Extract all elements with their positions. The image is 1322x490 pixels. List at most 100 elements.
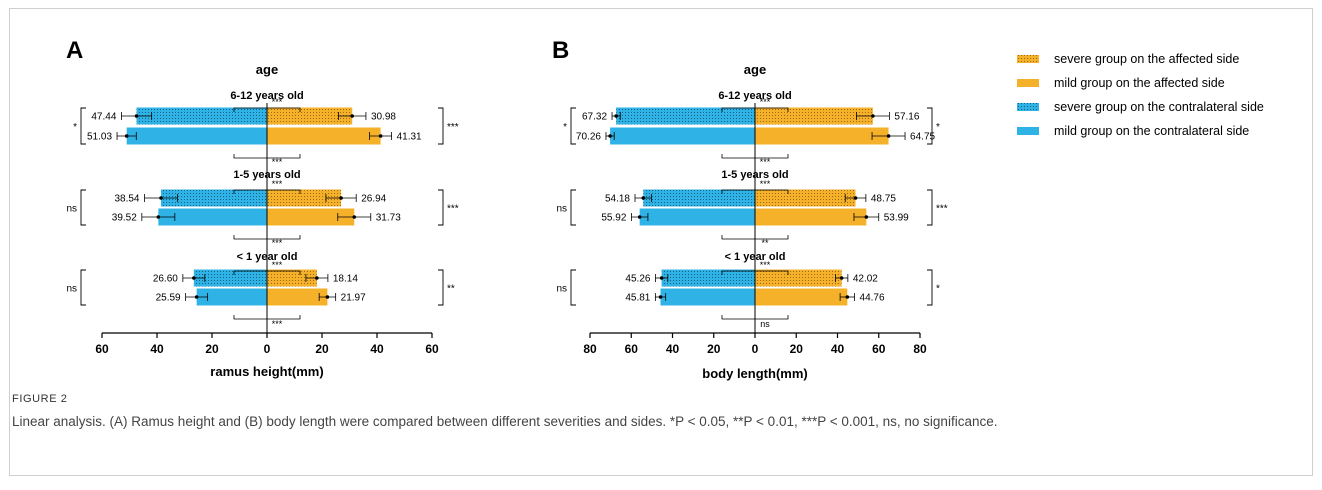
significance-label: *** [272, 179, 283, 189]
mean-point [659, 276, 664, 280]
x-tick-label: 20 [205, 342, 219, 356]
data-label: 67.32 [582, 112, 607, 123]
data-label: 41.31 [397, 132, 422, 143]
mean-point [853, 196, 858, 200]
data-label: 45.26 [625, 274, 650, 285]
mean-point [352, 215, 357, 219]
figure-caption: FIGURE 2 Linear analysis. (A) Ramus heig… [12, 393, 1307, 432]
mild-contralateral-bar [126, 127, 267, 145]
affected-significance: * [936, 122, 940, 133]
significance-label: *** [760, 260, 771, 270]
mean-point [124, 134, 129, 138]
data-label: 18.14 [333, 274, 358, 285]
severe-affected-bar [267, 269, 317, 287]
mean-point [159, 196, 163, 200]
significance-label: ** [761, 238, 769, 248]
mean-point [845, 295, 850, 299]
x-tick-label: 0 [264, 342, 271, 356]
panel-letter: A [66, 37, 83, 64]
affected-significance: *** [447, 204, 459, 215]
data-label: 70.26 [576, 132, 601, 143]
severe-contralateral-bar [661, 269, 755, 287]
x-tick-label: 40 [831, 342, 845, 356]
legend-swatch [1017, 79, 1039, 87]
mean-point [325, 295, 330, 299]
contralateral-bracket [80, 107, 86, 145]
affected-bracket [438, 269, 444, 306]
mild-affected-bar [267, 288, 328, 306]
data-label: 64.75 [910, 132, 935, 143]
affected-significance: *** [447, 122, 459, 133]
affected-bracket [438, 189, 444, 226]
data-label: 38.54 [114, 194, 139, 205]
legend-label: mild group on the affected side [1054, 76, 1225, 90]
data-label: 55.92 [601, 213, 626, 224]
severe-contralateral-bar [643, 189, 755, 207]
severe-affected-bar [755, 189, 856, 207]
severe-affected-bar [755, 269, 842, 287]
data-label: 26.94 [361, 194, 386, 205]
severe-affected-bar [755, 107, 873, 125]
mild-affected-bar [267, 208, 355, 226]
contralateral-bracket [570, 189, 576, 226]
affected-significance: * [936, 284, 940, 295]
x-tick-label: 60 [872, 342, 886, 356]
mean-point [641, 196, 646, 200]
mild-contralateral-bar [660, 288, 755, 306]
data-label: 25.59 [156, 293, 181, 304]
significance-label: *** [760, 97, 771, 107]
figure-frame [9, 8, 1313, 476]
data-label: 47.44 [91, 112, 116, 123]
mild-contralateral-bar [610, 127, 755, 145]
significance-label: *** [272, 238, 283, 248]
legend-label: severe group on the affected side [1054, 52, 1239, 66]
mild-affected-bar [755, 288, 848, 306]
data-label: 21.97 [341, 293, 366, 304]
data-label: 39.52 [112, 213, 137, 224]
mean-point [378, 134, 383, 138]
mean-point [614, 114, 618, 118]
legend-swatch [1017, 55, 1039, 63]
x-tick-label: 80 [583, 342, 597, 356]
data-label: 31.73 [376, 213, 401, 224]
x-tick-label: 80 [913, 342, 927, 356]
mean-point [156, 215, 161, 219]
mean-point [315, 276, 319, 280]
significance-label: *** [272, 319, 283, 329]
significance-label: *** [272, 97, 283, 107]
mean-point [839, 276, 844, 280]
mild-contralateral-bar [196, 288, 267, 306]
data-label: 44.76 [860, 293, 885, 304]
mean-point [350, 114, 354, 118]
significance-label: *** [272, 260, 283, 270]
contralateral-significance: * [563, 122, 567, 133]
x-tick-label: 40 [666, 342, 680, 356]
contralateral-significance: ns [556, 204, 567, 215]
x-tick-label: 60 [425, 342, 439, 356]
chart-title: age [256, 62, 278, 77]
severe-affected-bar [267, 107, 353, 125]
data-label: 51.03 [87, 132, 112, 143]
mean-point [886, 134, 891, 138]
significance-label: ns [760, 319, 770, 329]
contralateral-significance: * [73, 122, 77, 133]
legend-label: mild group on the contralateral side [1054, 124, 1249, 138]
legend-label: severe group on the contralateral side [1054, 100, 1264, 114]
contralateral-bracket [570, 269, 576, 306]
affected-bracket [927, 189, 933, 226]
mean-point [192, 276, 196, 280]
significance-label: *** [760, 157, 771, 167]
mild-affected-bar [755, 127, 889, 145]
data-label: 42.02 [853, 274, 878, 285]
group-label: 6-12 years old [230, 90, 303, 102]
x-axis-label: ramus height(mm) [210, 364, 323, 379]
x-tick-label: 20 [707, 342, 721, 356]
data-label: 48.75 [871, 194, 896, 205]
data-label: 54.18 [605, 194, 630, 205]
contralateral-significance: ns [66, 284, 77, 295]
contralateral-significance: ns [66, 204, 77, 215]
chart-title: age [744, 62, 766, 77]
